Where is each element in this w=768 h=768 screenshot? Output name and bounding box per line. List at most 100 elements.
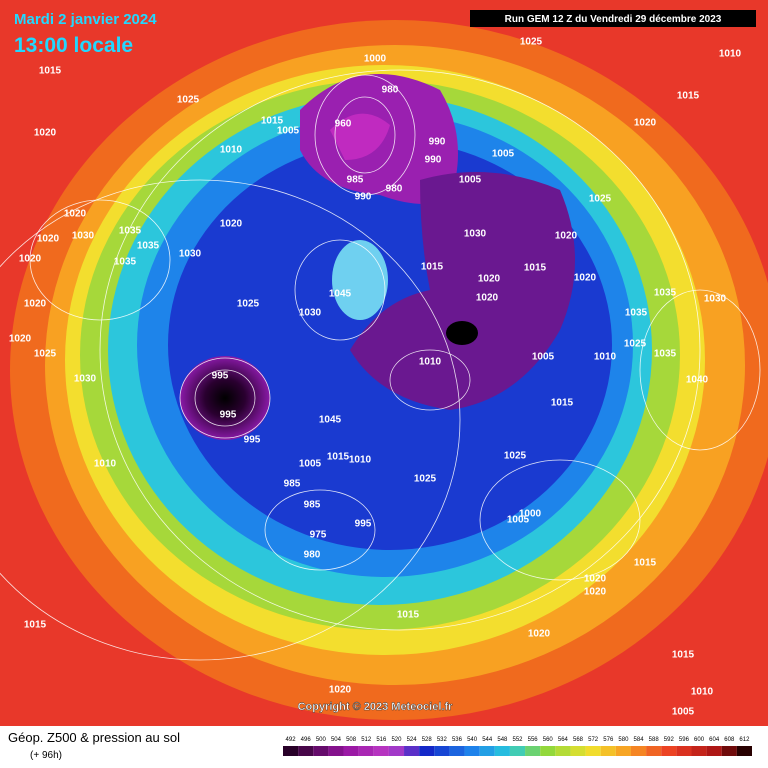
scale-label: 564 (558, 737, 569, 743)
pressure-label: 1015 (261, 116, 284, 127)
scale-swatch (615, 746, 631, 756)
date: Mardi 2 janvier 2024 (14, 11, 157, 28)
ridge (332, 240, 388, 320)
scale-label: 516 (376, 737, 387, 743)
isobar (639, 289, 761, 451)
scale-label: 560 (543, 737, 554, 743)
pressure-label: 1005 (672, 707, 695, 718)
isobar (264, 489, 376, 571)
pressure-label: 1020 (329, 685, 352, 696)
pressure-label: 995 (212, 371, 229, 382)
pressure-label: 1040 (686, 375, 709, 386)
pressure-label: 1015 (39, 66, 62, 77)
pressure-label: 1020 (37, 234, 60, 245)
scale-swatch (479, 746, 495, 756)
scale-swatch (313, 746, 329, 756)
scale-swatch (555, 746, 571, 756)
pressure-label: 1015 (551, 398, 574, 409)
pressure-label: 980 (304, 550, 321, 561)
scale-swatch (298, 746, 314, 756)
pressure-label: 1035 (114, 257, 137, 268)
pressure-label: 1025 (414, 474, 437, 485)
scale-label: 596 (679, 737, 690, 743)
pressure-label: 1045 (319, 415, 342, 426)
pressure-label: 1020 (24, 299, 47, 310)
scale-label: 508 (346, 737, 357, 743)
scale-swatch (449, 746, 465, 756)
scale-label: 532 (437, 737, 448, 743)
scale-swatch (570, 746, 586, 756)
trough (350, 172, 575, 410)
pressure-label: 1035 (654, 288, 677, 299)
isobar (314, 74, 416, 196)
pressure-label: 1010 (349, 455, 372, 466)
isobar (479, 459, 641, 581)
pressure-label: 1025 (177, 95, 200, 106)
trough (330, 113, 390, 160)
trough-core (446, 321, 478, 345)
pressure-label: 995 (244, 435, 261, 446)
pressure-label: 1020 (555, 231, 578, 242)
scale-swatch (600, 746, 616, 756)
pressure-label: 1015 (397, 610, 420, 621)
legend-subtitle: (+ 96h) (30, 750, 62, 761)
pressure-label: 980 (382, 85, 399, 96)
pressure-label: 1030 (72, 231, 95, 242)
scale-label: 524 (407, 737, 418, 743)
run-info: Run GEM 12 Z du Vendredi 29 décembre 202… (505, 14, 722, 25)
pressure-label: 1020 (9, 334, 32, 345)
scale-label: 588 (649, 737, 660, 743)
pressure-label: 1015 (24, 620, 47, 631)
scale-label: 584 (634, 737, 645, 743)
scale-swatch (494, 746, 510, 756)
pressure-label: 1030 (179, 249, 202, 260)
pressure-label: 1035 (654, 349, 677, 360)
pressure-label: 1030 (74, 374, 97, 385)
pressure-label: 1005 (507, 515, 530, 526)
pressure-label: 1020 (584, 574, 607, 585)
pressure-label: 1015 (634, 558, 657, 569)
scale-swatch (373, 746, 389, 756)
scale-swatch (540, 746, 556, 756)
scale-swatch (721, 746, 737, 756)
scale-label: 568 (573, 737, 584, 743)
pressure-label: 1010 (594, 352, 617, 363)
isobar (294, 239, 386, 341)
pressure-label: 1020 (476, 293, 499, 304)
scale-swatch (404, 746, 420, 756)
scale-label: 556 (528, 737, 539, 743)
pressure-label: 1030 (464, 229, 487, 240)
scale-swatch (585, 746, 601, 756)
pressure-label: 1020 (478, 274, 501, 285)
pressure-label: 960 (335, 119, 352, 130)
pressure-label: 1025 (34, 349, 57, 360)
pressure-label: 1045 (329, 289, 352, 300)
scale-label: 548 (497, 737, 508, 743)
pressure-label: 1005 (277, 126, 300, 137)
pressure-label: 1035 (625, 308, 648, 319)
scale-swatch (283, 746, 299, 756)
pressure-label: 1020 (220, 219, 243, 230)
run-info-box (470, 10, 756, 27)
pressure-label: 990 (355, 192, 372, 203)
pressure-label: 980 (386, 184, 403, 195)
pressure-label: 1020 (584, 587, 607, 598)
isobar (0, 179, 461, 661)
scale-label: 552 (512, 737, 523, 743)
pressure-label: 1010 (691, 687, 714, 698)
pressure-label: 1035 (119, 226, 142, 237)
pressure-label: 1015 (524, 263, 547, 274)
pressure-label: 1020 (64, 209, 87, 220)
scale-label: 512 (361, 737, 372, 743)
pressure-label: 1000 (519, 509, 542, 520)
pressure-label: 1000 (364, 54, 387, 65)
scale-label: 576 (603, 737, 614, 743)
scale-label: 592 (664, 737, 675, 743)
scale-label: 540 (467, 737, 478, 743)
scale-label: 608 (724, 737, 735, 743)
scale-swatch (630, 746, 647, 756)
color-scale: 492 496 500 504 508 512 516 520 524 528 532 536 540 5… (283, 737, 752, 756)
scale-swatch (434, 746, 450, 756)
